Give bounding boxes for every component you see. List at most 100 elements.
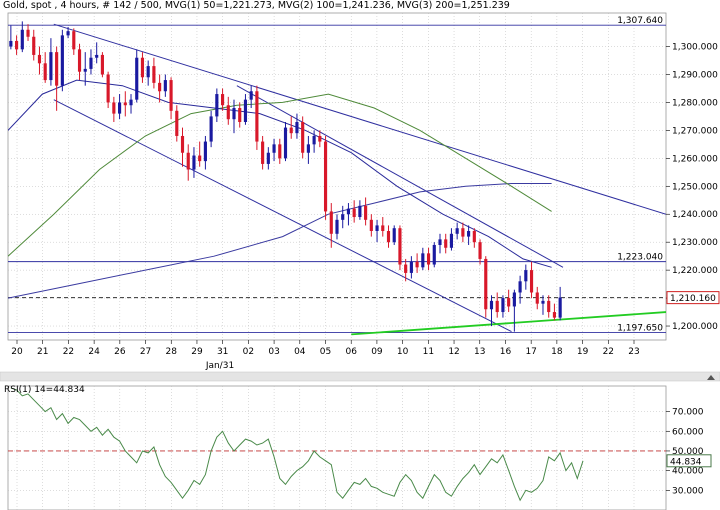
candle-body — [495, 300, 499, 313]
time-tick-label: 05 — [320, 347, 331, 357]
level-label: 1,197.650 — [617, 324, 663, 334]
candle-body — [169, 80, 173, 111]
candle-body — [535, 292, 539, 304]
candle-body — [541, 300, 545, 304]
candle-body — [335, 219, 339, 234]
time-tick-label: 31 — [217, 347, 228, 357]
candle-body — [409, 261, 413, 273]
candle-body — [15, 40, 19, 50]
candle-body — [426, 253, 431, 265]
candle-body — [32, 36, 36, 55]
candle-body — [341, 214, 345, 220]
candle-body — [524, 270, 528, 282]
candle-body — [232, 108, 236, 120]
candle-body — [100, 54, 104, 75]
candle-body — [512, 292, 516, 307]
candle-body — [461, 228, 465, 237]
candle-body — [421, 253, 425, 268]
candle-body — [215, 94, 219, 117]
price-tick-label: 1,220.000 — [672, 266, 718, 276]
candle-body — [358, 205, 362, 218]
candle-body — [209, 116, 213, 142]
rsi-tick-label: 40.000 — [672, 467, 704, 477]
candle-body — [444, 239, 448, 248]
rsi-axis: 30.000 40.000 50.000 60.000 70.000 44.834 — [666, 408, 712, 496]
pane-separator[interactable] — [0, 371, 720, 382]
timeframe-label: 4 hours — [60, 0, 97, 11]
candle-body — [163, 80, 167, 92]
candle-body — [60, 35, 64, 86]
candle-body — [175, 110, 179, 136]
candle-body — [272, 144, 276, 153]
candle-body — [438, 239, 442, 245]
support-line — [351, 311, 666, 336]
level-label: 1,223.040 — [617, 253, 663, 263]
rsi-tick-label: 50.000 — [672, 447, 704, 457]
time-tick-label: 24 — [88, 347, 100, 357]
price-frame — [7, 12, 667, 341]
candle-body — [478, 242, 482, 259]
price-tick-label: 1,280.000 — [672, 98, 718, 108]
time-tick-label: 27 — [140, 347, 151, 357]
time-tick-label: 22 — [63, 347, 74, 357]
rsi-tick-label: 30.000 — [672, 486, 704, 496]
candle-body — [261, 141, 265, 164]
candle-body — [558, 297, 562, 318]
last-price-box — [666, 291, 720, 305]
candle-body — [547, 300, 551, 313]
ma2-label: MVG(2) 100=1,241.236 — [277, 0, 391, 11]
candle-body — [77, 49, 82, 72]
candle-body — [118, 102, 122, 114]
level-label: 1,307.640 — [617, 16, 663, 26]
time-tick-label: 04 — [294, 347, 306, 357]
candle-body — [364, 205, 368, 220]
candle-body — [20, 29, 24, 50]
time-tick-label: 16 — [500, 347, 512, 357]
time-tick-label: 23 — [628, 347, 639, 357]
collapse-pane-icon[interactable] — [707, 375, 715, 380]
price-plot — [8, 21, 666, 336]
candle-body — [49, 52, 53, 81]
time-tick-label: 29 — [191, 347, 203, 357]
candle-body — [552, 312, 556, 318]
channel-upper-line — [53, 23, 666, 215]
candle-body — [295, 122, 299, 134]
candle-body — [203, 141, 207, 162]
rsi-tick-label: 70.000 — [672, 408, 704, 418]
channel-lower-line — [53, 99, 512, 333]
price-tick-label: 1,250.000 — [672, 182, 718, 192]
chart-header: Gold, spot , 4 hours, # 142 / 500, MVG(1… — [3, 0, 510, 11]
candle-body — [55, 52, 59, 86]
price-tick-label: 1,200.000 — [672, 322, 718, 332]
candle-body — [346, 208, 351, 215]
candle-body — [180, 135, 185, 153]
candle-body — [472, 231, 476, 243]
candle-body — [243, 99, 248, 122]
candle-body — [467, 231, 471, 237]
candle-body — [507, 298, 511, 307]
price-tick-label: 1,260.000 — [672, 154, 718, 164]
candle-body — [329, 211, 333, 234]
rsi-last-box — [666, 454, 712, 468]
price-axis: 1,200.0001,210.0001,220.0001,230.0001,24… — [617, 16, 720, 334]
time-tick-label: 03 — [268, 347, 279, 357]
rsi-line — [10, 387, 584, 502]
candle-body — [135, 57, 139, 100]
candle-body — [66, 31, 70, 36]
time-tick-label: 21 — [37, 347, 48, 357]
candle-body — [392, 228, 396, 243]
symbol-label: Gold, spot — [3, 0, 52, 11]
ma50-line — [8, 79, 552, 268]
time-tick-label: 11 — [423, 347, 434, 357]
time-tick-label: 19 — [577, 347, 589, 357]
ma3-label: MVG(3) 200=1,251.239 — [396, 0, 510, 11]
rsi-title: RSI(1) 14=44.834 — [4, 385, 85, 395]
candle-body — [129, 99, 133, 106]
candle-body — [266, 152, 270, 164]
price-tick-label: 1,300.000 — [672, 43, 718, 53]
candle-body — [484, 258, 488, 310]
candle-body — [106, 74, 110, 103]
candle-body — [301, 122, 305, 153]
candle-body — [146, 66, 150, 78]
